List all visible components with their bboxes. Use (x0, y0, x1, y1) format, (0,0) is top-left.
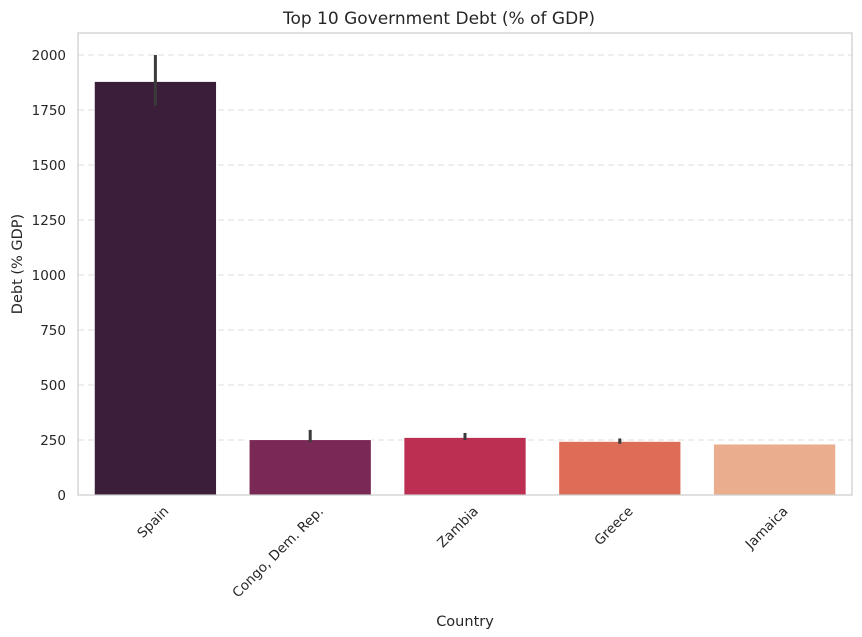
x-tick-label: Congo, Dem. Rep. (229, 504, 327, 602)
y-tick-label: 500 (40, 378, 66, 394)
x-axis-label: Country (436, 614, 494, 630)
y-tick-label: 0 (57, 488, 66, 504)
chart-title: Top 10 Government Debt (% of GDP) (282, 9, 595, 29)
bar (712, 443, 837, 496)
y-tick-label: 1000 (32, 268, 66, 284)
bars (93, 80, 837, 496)
y-tick-label: 750 (40, 323, 66, 339)
plot-frame (77, 32, 853, 496)
x-tick-labels: Spain Congo, Dem. Rep. Zambia Greece Jamaica (134, 504, 791, 602)
bar (93, 80, 218, 496)
y-tick-label: 1750 (32, 103, 66, 119)
y-tick-label: 1500 (32, 158, 66, 174)
bar (403, 436, 527, 496)
y-tick-label: 1250 (32, 213, 66, 229)
bar (248, 439, 372, 496)
gridlines (78, 54, 852, 441)
y-axis-label: Debt (% GDP) (10, 214, 26, 314)
bar (558, 440, 682, 496)
x-tick-label: Zambia (434, 504, 482, 552)
y-tick-labels: 0 250 500 750 1000 1250 1500 1750 2000 (32, 48, 66, 504)
x-tick-label: Spain (134, 504, 172, 542)
y-tick-label: 250 (40, 433, 66, 449)
error-bars (153, 55, 622, 444)
x-tick-label: Greece (591, 504, 636, 549)
y-tick-label: 2000 (32, 48, 66, 64)
x-tick-label: Jamaica (742, 504, 792, 554)
